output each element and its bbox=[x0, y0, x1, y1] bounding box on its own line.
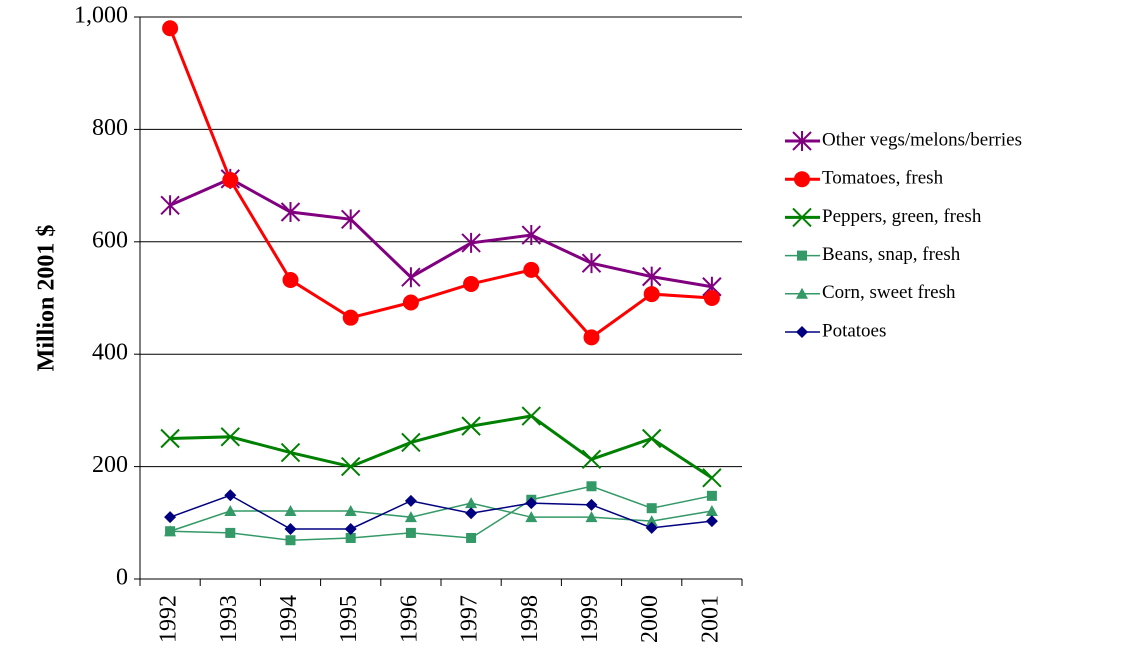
marker bbox=[466, 532, 477, 543]
marker bbox=[645, 515, 658, 527]
marker bbox=[585, 511, 598, 523]
x-tick-label: 1998 bbox=[517, 595, 543, 643]
series-line bbox=[169, 502, 713, 532]
marker bbox=[796, 287, 808, 299]
marker bbox=[160, 428, 180, 449]
marker bbox=[344, 504, 357, 516]
x-tick-label: 2001 bbox=[697, 595, 723, 643]
y-tick-label: 600 bbox=[92, 227, 128, 253]
series-line bbox=[170, 414, 713, 480]
marker bbox=[641, 428, 662, 449]
marker bbox=[225, 527, 236, 538]
marker bbox=[224, 504, 237, 516]
marker bbox=[285, 535, 296, 546]
marker bbox=[465, 497, 478, 509]
x-tick-label: 2000 bbox=[637, 595, 663, 643]
x-tick-label: 1994 bbox=[276, 595, 302, 643]
marker bbox=[586, 481, 597, 492]
marker bbox=[284, 504, 297, 516]
marker bbox=[404, 494, 417, 507]
series-line bbox=[168, 27, 712, 340]
legend-label: Peppers, green, fresh bbox=[822, 206, 982, 227]
marker bbox=[220, 427, 241, 447]
series-line bbox=[169, 177, 713, 289]
marker bbox=[706, 490, 717, 501]
marker bbox=[525, 511, 538, 523]
marker bbox=[646, 503, 657, 514]
marker bbox=[402, 294, 419, 311]
y-axis-label: Million 2001 $ bbox=[34, 225, 60, 372]
marker bbox=[581, 253, 602, 274]
series bbox=[162, 20, 720, 346]
legend-label: Other vegs/melons/berries bbox=[822, 129, 1022, 150]
y-tick-label: 0 bbox=[116, 565, 128, 591]
y-tick-label: 400 bbox=[92, 340, 128, 366]
marker bbox=[280, 442, 301, 463]
marker bbox=[645, 521, 658, 534]
marker bbox=[643, 286, 660, 303]
marker bbox=[581, 449, 602, 470]
marker bbox=[404, 511, 417, 523]
legend-label: Potatoes bbox=[822, 320, 886, 341]
marker bbox=[342, 309, 359, 326]
marker bbox=[583, 329, 600, 346]
legend-label: Beans, snap, fresh bbox=[822, 244, 961, 265]
marker bbox=[705, 515, 718, 528]
y-tick-label: 800 bbox=[92, 115, 128, 141]
marker bbox=[521, 225, 542, 246]
marker bbox=[797, 250, 807, 261]
x-tick-label: 1993 bbox=[216, 595, 242, 643]
marker bbox=[401, 432, 421, 453]
x-tick-label: 1999 bbox=[577, 595, 603, 643]
marker bbox=[282, 272, 299, 289]
marker bbox=[280, 202, 301, 223]
marker bbox=[164, 511, 177, 524]
series bbox=[160, 168, 722, 297]
marker bbox=[521, 406, 542, 426]
marker bbox=[405, 527, 416, 538]
marker bbox=[401, 267, 421, 288]
marker bbox=[224, 489, 237, 502]
x-tick-label: 1997 bbox=[457, 595, 483, 643]
marker bbox=[340, 209, 361, 230]
marker bbox=[792, 131, 812, 151]
marker bbox=[162, 20, 179, 37]
y-tick-label: 200 bbox=[92, 452, 128, 478]
series bbox=[164, 489, 718, 535]
marker bbox=[160, 195, 180, 216]
marker bbox=[525, 497, 538, 510]
y-tick-label: 1,000 bbox=[74, 3, 128, 29]
series-line bbox=[169, 494, 712, 530]
marker bbox=[345, 532, 356, 543]
marker bbox=[222, 171, 239, 188]
marker bbox=[340, 456, 361, 477]
x-tick-label: 1995 bbox=[336, 595, 362, 643]
series-line bbox=[170, 485, 713, 541]
x-tick-label: 1992 bbox=[156, 595, 182, 643]
marker bbox=[344, 522, 357, 535]
series bbox=[164, 497, 718, 537]
marker bbox=[702, 468, 722, 488]
series bbox=[165, 481, 717, 546]
marker bbox=[794, 171, 810, 188]
marker bbox=[705, 504, 718, 516]
marker bbox=[284, 522, 297, 535]
marker bbox=[461, 416, 481, 436]
marker bbox=[796, 326, 808, 338]
marker bbox=[463, 275, 480, 292]
marker bbox=[164, 525, 177, 537]
series bbox=[160, 406, 722, 488]
marker bbox=[461, 232, 481, 253]
marker bbox=[585, 498, 598, 511]
marker bbox=[523, 261, 540, 278]
marker bbox=[703, 290, 720, 306]
marker bbox=[792, 207, 812, 228]
legend-label: Corn, sweet fresh bbox=[822, 282, 956, 303]
marker bbox=[641, 266, 662, 287]
marker bbox=[465, 507, 478, 520]
legend-label: Tomatoes, fresh bbox=[822, 168, 944, 189]
x-tick-label: 1996 bbox=[396, 595, 422, 643]
